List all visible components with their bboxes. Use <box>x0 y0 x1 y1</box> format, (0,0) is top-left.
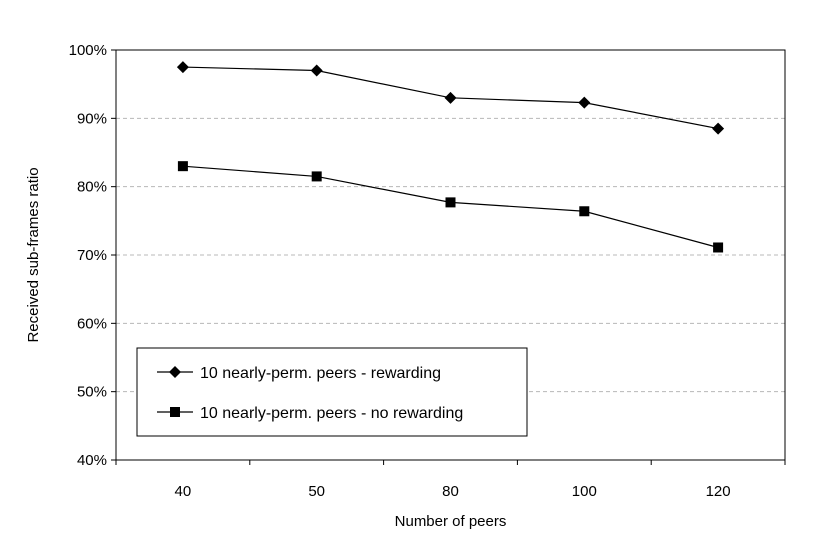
y-tick-label: 40% <box>77 452 107 469</box>
series-2 <box>177 161 724 253</box>
data-point <box>177 161 188 172</box>
legend-item-2: 10 nearly-perm. peers - no rewarding <box>157 405 463 422</box>
x-axis: 40 50 80 100 120 <box>115 460 786 500</box>
legend-label: 10 nearly-perm. peers - no rewarding <box>200 405 463 422</box>
y-tick-label: 80% <box>77 179 107 196</box>
y-tick-label: 70% <box>77 247 107 264</box>
data-point <box>445 197 456 208</box>
series-1 <box>176 61 725 135</box>
x-tick-label: 50 <box>308 483 325 500</box>
data-point <box>311 171 322 182</box>
y-tick-label: 60% <box>77 315 107 332</box>
legend-box <box>136 347 528 437</box>
y-axis-title: Received sub-frames ratio <box>25 167 42 342</box>
y-tick-label: 100% <box>69 42 107 59</box>
data-point <box>578 96 591 109</box>
legend-marker <box>170 407 180 417</box>
x-tick-label: 40 <box>175 483 192 500</box>
y-tick-label: 90% <box>77 110 107 127</box>
data-point <box>310 64 323 77</box>
series-layer <box>176 61 725 253</box>
x-tick-label: 100 <box>572 483 597 500</box>
legend-label: 10 nearly-perm. peers - rewarding <box>200 365 441 382</box>
data-point <box>579 206 590 217</box>
legend: 10 nearly-perm. peers - rewarding 10 near… <box>136 347 528 437</box>
x-axis-title: Number of peers <box>395 513 507 530</box>
data-point <box>444 91 457 104</box>
x-tick-label: 120 <box>706 483 731 500</box>
data-point <box>712 122 725 135</box>
x-tick-label: 80 <box>442 483 459 500</box>
legend-marker <box>169 366 181 378</box>
y-axis: 40% 50% 60% 70% 80% 90% 100% <box>69 42 116 469</box>
data-point <box>713 242 724 253</box>
data-point <box>176 61 189 74</box>
legend-item-1: 10 nearly-perm. peers - rewarding <box>157 365 441 382</box>
y-tick-label: 50% <box>77 384 107 401</box>
